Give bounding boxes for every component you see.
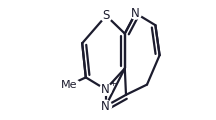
Text: N: N [101,83,110,96]
Ellipse shape [57,78,81,92]
Text: N: N [101,100,110,113]
Text: Me: Me [61,80,77,90]
Ellipse shape [100,9,113,22]
Text: N: N [131,7,140,20]
Text: +: + [109,79,116,89]
Text: S: S [103,9,110,22]
Ellipse shape [99,100,112,113]
Ellipse shape [129,7,142,20]
Ellipse shape [99,83,112,96]
